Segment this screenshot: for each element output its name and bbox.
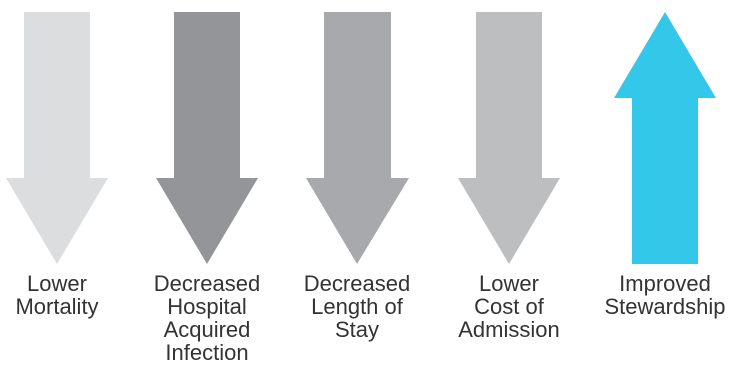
decreased-length-of-stay-arrow-icon — [306, 12, 409, 264]
decreased-length-of-stay-label: Decreased Length of Stay — [303, 271, 411, 342]
lower-cost-of-admission-label: Lower Cost of Admission — [458, 271, 560, 342]
decreased-hospital-acquired-infection-arrow-icon — [156, 12, 258, 264]
decreased-hospital-acquired-infection-label: Decreased Hospital Acquired Infection — [153, 271, 261, 365]
arrows-diagram — [6, 12, 716, 264]
lower-mortality-arrow-icon — [6, 12, 108, 264]
improved-stewardship-arrow-icon — [614, 12, 716, 264]
lower-mortality-label: Lower Mortality — [15, 271, 99, 319]
lower-cost-of-admission-arrow-icon — [458, 12, 560, 264]
improved-stewardship-label: Improved Stewardship — [604, 271, 726, 319]
